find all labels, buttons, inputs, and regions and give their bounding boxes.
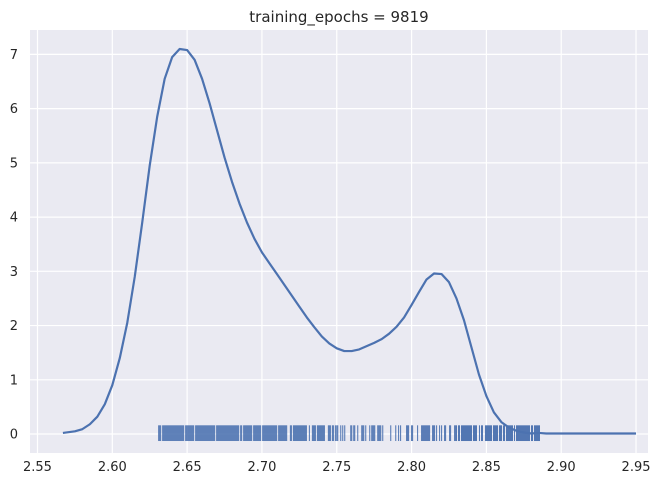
y-tick-label: 6 — [10, 102, 18, 117]
chart-title: training_epochs = 9819 — [249, 8, 428, 27]
rug-marks — [158, 425, 540, 442]
y-tick-label: 3 — [10, 265, 18, 280]
x-tick-label: 2.65 — [173, 460, 202, 475]
x-tick-labels: 2.55 2.60 2.65 2.70 2.75 2.80 2.85 2.90 2.95 — [23, 460, 651, 475]
plot-background — [30, 30, 648, 453]
y-tick-label: 1 — [10, 373, 18, 388]
x-tick-label: 2.55 — [23, 460, 52, 475]
x-tick-label: 2.70 — [247, 460, 276, 475]
y-tick-label: 0 — [10, 428, 18, 443]
x-tick-label: 2.60 — [98, 460, 127, 475]
x-tick-label: 2.85 — [472, 460, 501, 475]
series-kde-line — [62, 47, 637, 435]
y-tick-label: 7 — [10, 48, 18, 63]
y-tick-label: 4 — [10, 211, 18, 226]
y-tick-label: 2 — [10, 319, 18, 334]
x-tick-label: 2.95 — [622, 460, 651, 475]
x-tick-label: 2.80 — [397, 460, 426, 475]
x-tick-label: 2.75 — [322, 460, 351, 475]
y-tick-label: 5 — [10, 156, 18, 171]
y-tick-labels: 0 1 2 3 4 5 6 7 — [10, 48, 18, 443]
x-tick-label: 2.90 — [547, 460, 576, 475]
grid — [30, 30, 648, 453]
